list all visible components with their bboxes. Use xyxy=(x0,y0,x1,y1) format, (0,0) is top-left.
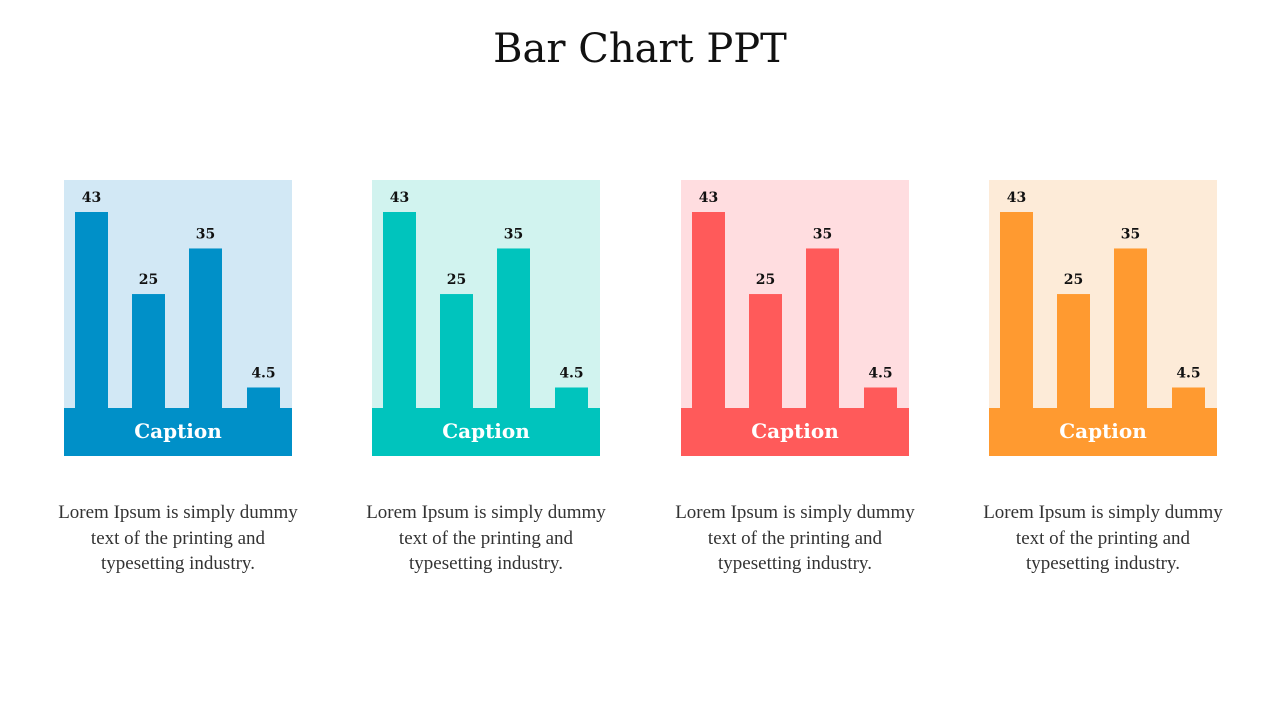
data-label: 25 xyxy=(756,272,775,288)
description-text: Lorem Ipsum is simply dummy text of the … xyxy=(983,502,1223,574)
caption-label: Caption xyxy=(681,408,909,456)
bar-chart-card: 43 25 35 4.5 Caption xyxy=(989,180,1217,456)
bar xyxy=(247,387,280,410)
page-title: Bar Chart PPT xyxy=(493,26,787,72)
bar xyxy=(864,387,897,410)
bar xyxy=(692,212,725,410)
data-label: 35 xyxy=(504,226,523,242)
data-label: 4.5 xyxy=(1176,365,1200,381)
data-label: 43 xyxy=(390,190,409,206)
description-text: Lorem Ipsum is simply dummy text of the … xyxy=(58,502,298,574)
bar xyxy=(1172,387,1205,410)
data-label: 43 xyxy=(82,190,101,206)
data-label: 43 xyxy=(1007,190,1026,206)
caption-label: Caption xyxy=(64,408,292,456)
data-label: 35 xyxy=(813,226,832,242)
bar xyxy=(1000,212,1033,410)
bar xyxy=(749,294,782,410)
data-label: 25 xyxy=(447,272,466,288)
bar xyxy=(806,248,839,410)
data-label: 4.5 xyxy=(868,365,892,381)
caption-label: Caption xyxy=(989,408,1217,456)
bar xyxy=(189,248,222,410)
bar-chart-card: 43 25 35 4.5 Caption xyxy=(64,180,292,456)
bar xyxy=(383,212,416,410)
description-text: Lorem Ipsum is simply dummy text of the … xyxy=(366,502,606,574)
bar xyxy=(555,387,588,410)
bar-chart-card: 43 25 35 4.5 Caption xyxy=(372,180,600,456)
caption-label: Caption xyxy=(372,408,600,456)
bar xyxy=(440,294,473,410)
bar xyxy=(1057,294,1090,410)
data-label: 35 xyxy=(1121,226,1140,242)
data-label: 35 xyxy=(196,226,215,242)
description-text: Lorem Ipsum is simply dummy text of the … xyxy=(675,502,915,574)
data-label: 25 xyxy=(139,272,158,288)
bar xyxy=(1114,248,1147,410)
bar-chart-card: 43 25 35 4.5 Caption xyxy=(681,180,909,456)
bar xyxy=(132,294,165,410)
data-label: 4.5 xyxy=(251,365,275,381)
data-label: 25 xyxy=(1064,272,1083,288)
data-label: 43 xyxy=(699,190,718,206)
data-label: 4.5 xyxy=(559,365,583,381)
bar xyxy=(497,248,530,410)
bar xyxy=(75,212,108,410)
